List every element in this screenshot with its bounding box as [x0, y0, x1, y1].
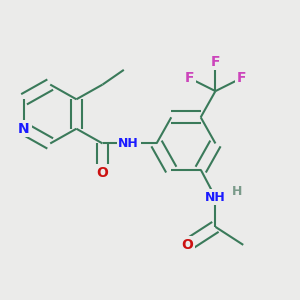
Text: F: F: [237, 71, 246, 85]
Text: NH: NH: [205, 191, 226, 204]
Text: F: F: [184, 71, 194, 85]
Text: NH: NH: [118, 137, 139, 150]
Text: N: N: [18, 122, 30, 136]
Text: O: O: [182, 238, 194, 252]
Text: O: O: [97, 166, 109, 180]
Text: F: F: [211, 55, 220, 69]
Text: H: H: [232, 185, 242, 198]
